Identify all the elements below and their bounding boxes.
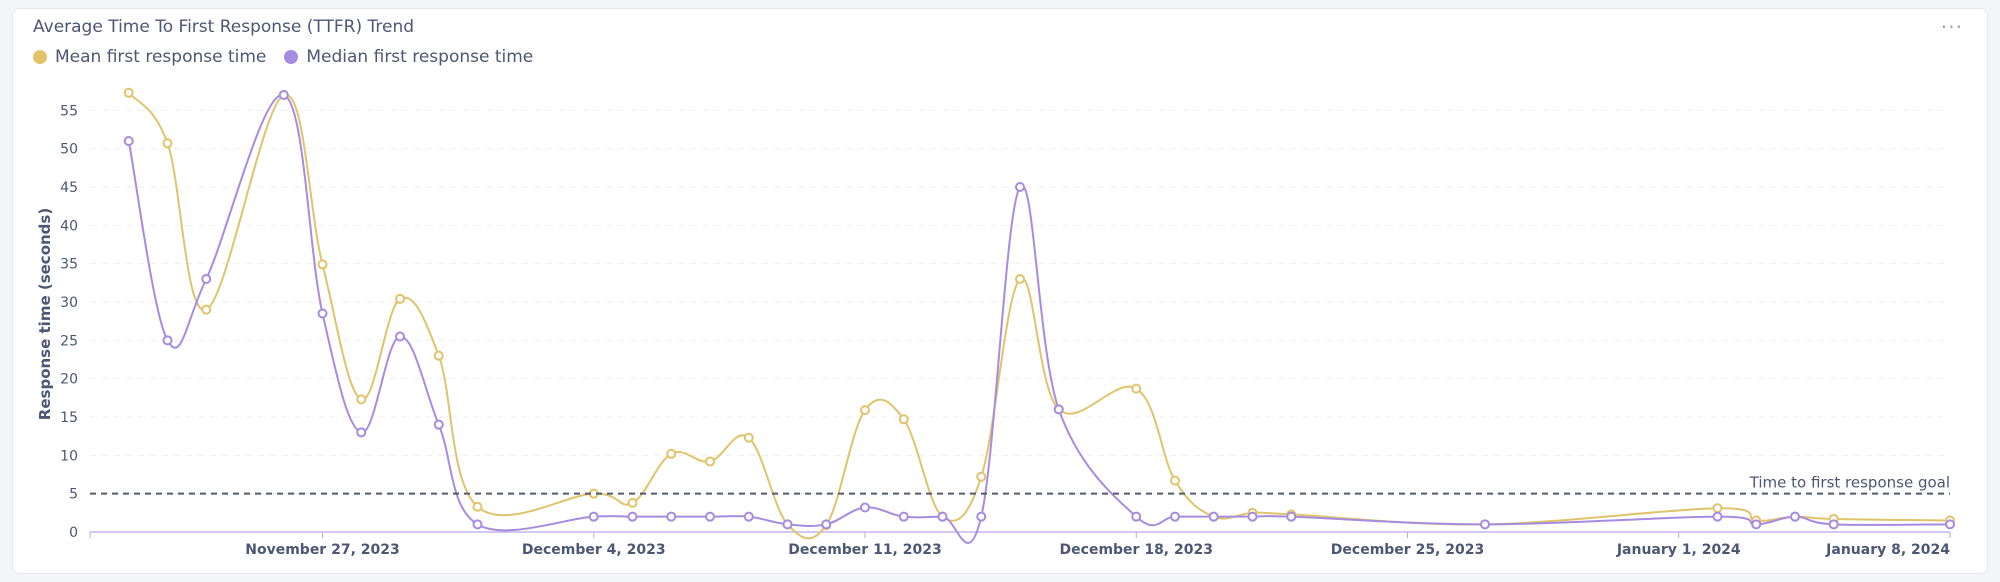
data-point-median: [395, 331, 405, 342]
legend-swatch-mean: [33, 50, 47, 64]
data-point-median: [201, 274, 212, 284]
data-point-mean: [1131, 383, 1142, 394]
chart-title: Average Time To First Response (TTFR) Tr…: [33, 17, 415, 37]
legend-label-mean: Mean first response time: [55, 47, 267, 67]
data-point-median: [162, 335, 173, 346]
data-point-median: [123, 136, 134, 146]
series-line-mean: [127, 92, 1951, 540]
data-point-median: [705, 511, 715, 522]
legend-item-median[interactable]: Median first response time: [284, 47, 533, 67]
chart-card: Average Time To First Response (TTFR) Tr…: [12, 8, 1988, 574]
data-point-median: [356, 427, 367, 438]
data-point-mean: [472, 501, 483, 512]
data-point-mean: [1170, 475, 1180, 486]
y-axis-label: Response time (seconds): [36, 208, 54, 420]
data-point-median: [1170, 511, 1180, 522]
data-point-mean: [860, 405, 870, 416]
data-point-mean: [317, 259, 328, 270]
data-point-mean: [743, 432, 754, 443]
data-point-median: [976, 511, 987, 522]
legend-swatch-median: [284, 50, 299, 64]
data-point-mean: [627, 497, 638, 508]
data-point-mean: [1712, 503, 1723, 514]
data-point-mean: [356, 394, 367, 405]
data-point-mean: [666, 448, 677, 459]
data-point-median: [1053, 404, 1064, 415]
legend-label-median: Median first response time: [306, 47, 534, 67]
chart-legend: Mean first response time Median first re…: [33, 47, 533, 67]
y-tick-label: 30: [60, 295, 78, 311]
y-tick-label: 55: [60, 103, 78, 119]
data-point-mean: [976, 471, 987, 482]
data-point-median: [1015, 182, 1025, 192]
data-point-median: [1751, 519, 1762, 530]
axes: 0 5 10 15 20 25 30 35 40 45 50 55 November 27, 2023 D…: [60, 103, 1951, 558]
data-point-median: [1208, 511, 1219, 522]
y-tick-label: 15: [60, 410, 78, 426]
x-tick-label: December 11, 2023: [788, 542, 941, 558]
data-point-median: [1247, 511, 1258, 522]
data-point-median: [743, 511, 754, 522]
data-point-median: [937, 511, 948, 522]
y-tick-label: 5: [69, 487, 78, 503]
x-tick-label: December 25, 2023: [1331, 542, 1484, 558]
data-point-median: [1790, 511, 1800, 522]
x-tick-label: January 8, 2024: [1825, 542, 1950, 558]
x-tick-label: December 18, 2023: [1060, 542, 1213, 558]
data-point-median: [1945, 519, 1955, 530]
x-tick-label: December 4, 2023: [522, 542, 666, 558]
y-tick-label: 45: [60, 180, 78, 196]
series-line-median: [127, 93, 1951, 545]
data-points: [123, 87, 1955, 531]
y-tick-label: 50: [60, 142, 78, 158]
data-point-mean: [162, 138, 173, 149]
data-point-median: [627, 511, 638, 522]
data-point-mean: [395, 293, 405, 304]
data-point-mean: [705, 456, 715, 467]
data-point-median: [278, 90, 289, 100]
x-tick-label: November 27, 2023: [245, 542, 399, 558]
data-point-median: [782, 519, 793, 530]
goal-line-group: Time to first response goal: [90, 474, 1950, 495]
data-point-median: [588, 511, 599, 522]
data-point-median: [666, 511, 677, 522]
data-point-mean: [433, 350, 444, 361]
grid-lines: [90, 109, 1950, 495]
y-tick-label: 35: [60, 257, 78, 273]
data-point-mean: [123, 87, 134, 98]
y-tick-label: 10: [60, 448, 78, 464]
ellipsis-icon[interactable]: ···: [1940, 15, 1963, 39]
data-point-mean: [898, 414, 909, 425]
series-lines: [127, 92, 1951, 545]
data-point-mean: [1015, 274, 1025, 284]
data-point-median: [898, 511, 909, 522]
goal-line-label: Time to first response goal: [1749, 474, 1950, 492]
data-point-median: [821, 519, 832, 530]
x-tick-label: January 1, 2024: [1616, 542, 1741, 558]
y-tick-label: 0: [69, 525, 78, 541]
data-point-median: [317, 308, 328, 319]
y-tick-label: 20: [60, 372, 78, 388]
data-point-median: [860, 502, 870, 513]
data-point-median: [1712, 511, 1723, 522]
legend-item-mean[interactable]: Mean first response time: [33, 47, 266, 67]
data-point-median: [1131, 511, 1142, 522]
data-point-median: [1480, 519, 1490, 530]
data-point-median: [472, 519, 483, 530]
data-point-mean: [201, 304, 212, 315]
data-point-median: [1286, 511, 1297, 522]
y-tick-label: 40: [60, 218, 78, 234]
y-tick-label: 25: [60, 333, 78, 349]
data-point-median: [1828, 519, 1839, 530]
data-point-median: [433, 419, 444, 430]
